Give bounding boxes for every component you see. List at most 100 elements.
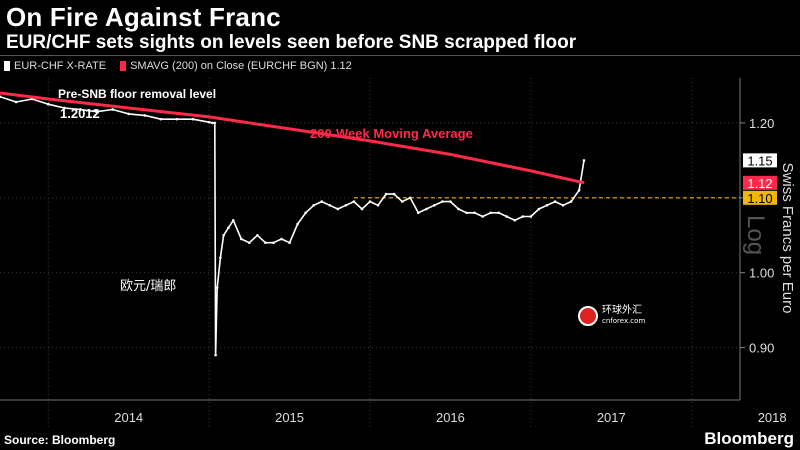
- data-point-0-9: [143, 114, 147, 117]
- data-point-0-63: [569, 200, 573, 203]
- x-tick-label-2014: 2014: [114, 410, 143, 425]
- data-point-0-8: [127, 112, 130, 116]
- data-point-0-38: [368, 200, 372, 203]
- data-point-0-21: [231, 218, 235, 222]
- y-tick-label-0: 0.90: [749, 341, 774, 356]
- data-point-0-20: [227, 226, 230, 230]
- legend-swatch-fx: [4, 61, 10, 71]
- data-point-0-44: [416, 211, 420, 215]
- data-point-0-5: [79, 108, 82, 111]
- value-label-box-2: [743, 190, 777, 205]
- y-axis-label: Swiss Francs per Euro: [779, 163, 796, 314]
- data-point-0-22: [240, 237, 243, 241]
- data-point-0-39: [376, 204, 380, 207]
- data-point-0-54: [497, 211, 500, 215]
- data-point-0-52: [481, 215, 484, 218]
- data-point-0-64: [577, 189, 581, 192]
- data-point-0-51: [473, 211, 476, 215]
- data-point-0-41: [392, 192, 396, 196]
- data-point-0-0: [0, 95, 2, 99]
- data-point-0-35: [344, 204, 348, 207]
- scale-label: Log: [742, 215, 769, 255]
- data-point-0-27: [280, 237, 283, 241]
- chart-subtitle: EUR/CHF sets sights on levels seen befor…: [6, 32, 577, 53]
- data-point-0-1: [14, 100, 18, 104]
- x-tick-label-2016: 2016: [436, 410, 465, 425]
- watermark-text: 环球外汇 cnforex.com: [602, 305, 645, 327]
- legend-item-smavg: SMAVG (200) on Close (EURCHF BGN) 1.12: [120, 60, 352, 72]
- data-point-0-14: [211, 121, 214, 125]
- data-point-0-4: [63, 106, 66, 110]
- x-tick-label-2017: 2017: [597, 410, 626, 425]
- chart-legend: EUR-CHF X-RATE SMAVG (200) on Close (EUR…: [4, 60, 352, 72]
- data-point-0-16: [214, 353, 217, 357]
- cnforex-logo-icon: [578, 306, 598, 326]
- chinese-label: 欧元/瑞郎: [120, 279, 176, 294]
- value-label-0: 1.15: [747, 153, 772, 168]
- data-point-0-13: [207, 120, 211, 124]
- data-point-0-65: [582, 159, 586, 162]
- data-point-0-56: [513, 218, 517, 222]
- data-point-0-12: [191, 117, 195, 121]
- data-point-0-55: [505, 215, 509, 218]
- data-point-0-11: [175, 117, 179, 121]
- bloomberg-logo: Bloomberg: [704, 429, 794, 448]
- annotation-pre-snb: Pre-SNB floor removal level: [58, 87, 216, 101]
- value-label-box-1: [743, 175, 777, 190]
- watermark: 环球外汇 cnforex.com: [578, 305, 645, 327]
- data-point-0-17: [215, 286, 219, 289]
- data-point-0-10: [159, 117, 163, 121]
- legend-label-smavg: SMAVG (200) on Close (EURCHF BGN) 1.12: [130, 60, 352, 72]
- data-point-0-47: [441, 200, 444, 203]
- data-point-0-49: [457, 207, 460, 211]
- data-point-0-58: [529, 215, 533, 218]
- data-point-0-62: [561, 204, 565, 207]
- header-divider: [0, 55, 800, 56]
- watermark-cn: 环球外汇: [602, 305, 642, 316]
- watermark-en: cnforex.com: [602, 317, 646, 325]
- data-point-0-19: [222, 233, 225, 237]
- data-point-0-46: [433, 204, 436, 207]
- data-point-0-28: [288, 241, 291, 245]
- data-point-0-37: [360, 207, 364, 211]
- value-label-box-0: [743, 153, 777, 168]
- chart-title: On Fire Against Franc: [6, 2, 281, 32]
- data-point-0-32: [320, 200, 324, 203]
- legend-swatch-smavg: [120, 61, 127, 71]
- data-point-0-36: [352, 200, 356, 203]
- data-point-0-60: [545, 204, 549, 207]
- data-point-0-25: [264, 241, 267, 245]
- data-point-0-3: [46, 102, 50, 106]
- annotation-floor-value: 1.2012: [60, 106, 100, 121]
- data-point-0-6: [95, 110, 98, 113]
- data-point-0-30: [304, 211, 307, 215]
- data-point-0-57: [521, 215, 525, 218]
- data-point-0-53: [489, 211, 492, 215]
- data-point-0-43: [408, 196, 412, 200]
- data-point-0-7: [111, 108, 114, 111]
- data-point-0-59: [537, 207, 541, 211]
- y-tick-label-3: 1.20: [749, 116, 774, 131]
- data-point-0-15: [213, 121, 217, 125]
- series-line-0: [0, 95, 585, 356]
- data-point-0-40: [384, 192, 388, 196]
- x-tick-label-2018: 2018: [758, 410, 787, 425]
- data-point-0-45: [425, 207, 428, 211]
- legend-label-fx: EUR-CHF X-RATE: [14, 60, 107, 72]
- data-point-0-48: [449, 200, 452, 203]
- data-point-0-31: [312, 204, 315, 207]
- data-point-0-61: [553, 200, 557, 203]
- data-point-0-42: [400, 200, 404, 203]
- data-point-0-18: [219, 256, 222, 260]
- data-point-0-34: [336, 207, 340, 211]
- x-tick-label-2015: 2015: [275, 410, 304, 425]
- data-point-0-26: [272, 241, 275, 245]
- annotation-moving-average: 200-Week Moving Average: [310, 126, 473, 141]
- series-line-1: [0, 91, 585, 185]
- value-label-2: 1.10: [747, 191, 772, 206]
- data-point-0-50: [465, 211, 468, 215]
- data-point-0-29: [296, 222, 299, 226]
- value-label-1: 1.12: [747, 176, 772, 191]
- legend-item-fx: EUR-CHF X-RATE: [4, 60, 106, 72]
